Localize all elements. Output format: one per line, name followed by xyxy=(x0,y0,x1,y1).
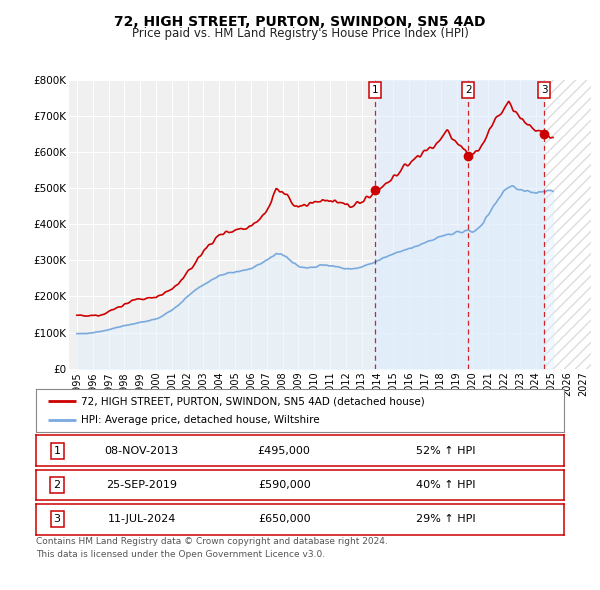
Text: 3: 3 xyxy=(53,514,61,524)
Bar xyxy=(375,80,544,369)
Text: 2: 2 xyxy=(465,85,472,95)
Text: 29% ↑ HPI: 29% ↑ HPI xyxy=(416,514,476,524)
Text: HPI: Average price, detached house, Wiltshire: HPI: Average price, detached house, Wilt… xyxy=(81,415,320,425)
Text: 1: 1 xyxy=(53,446,61,455)
Text: 52% ↑ HPI: 52% ↑ HPI xyxy=(416,446,476,455)
Text: £495,000: £495,000 xyxy=(258,446,311,455)
Text: Price paid vs. HM Land Registry's House Price Index (HPI): Price paid vs. HM Land Registry's House … xyxy=(131,27,469,40)
Text: This data is licensed under the Open Government Licence v3.0.: This data is licensed under the Open Gov… xyxy=(36,550,325,559)
Text: 40% ↑ HPI: 40% ↑ HPI xyxy=(416,480,476,490)
Text: 72, HIGH STREET, PURTON, SWINDON, SN5 4AD (detached house): 72, HIGH STREET, PURTON, SWINDON, SN5 4A… xyxy=(81,396,425,407)
Text: £590,000: £590,000 xyxy=(258,480,311,490)
Text: 1: 1 xyxy=(372,85,379,95)
Text: £650,000: £650,000 xyxy=(258,514,310,524)
Text: 3: 3 xyxy=(541,85,547,95)
Text: 25-SEP-2019: 25-SEP-2019 xyxy=(106,480,177,490)
Text: 11-JUL-2024: 11-JUL-2024 xyxy=(107,514,176,524)
Text: 2: 2 xyxy=(53,480,61,490)
Bar xyxy=(544,80,591,369)
Text: Contains HM Land Registry data © Crown copyright and database right 2024.: Contains HM Land Registry data © Crown c… xyxy=(36,537,388,546)
Text: 08-NOV-2013: 08-NOV-2013 xyxy=(104,446,179,455)
Bar xyxy=(544,80,591,369)
Text: 72, HIGH STREET, PURTON, SWINDON, SN5 4AD: 72, HIGH STREET, PURTON, SWINDON, SN5 4A… xyxy=(114,15,486,29)
